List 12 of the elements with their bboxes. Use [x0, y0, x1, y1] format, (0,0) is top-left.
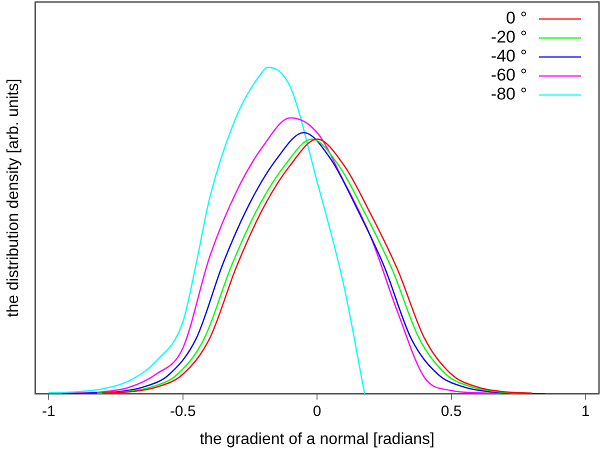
- legend-label: -20 °: [490, 28, 527, 47]
- x-tick-label: 0.5: [440, 402, 462, 420]
- x-tick-label: 0: [312, 402, 322, 420]
- legend-label: -40 °: [490, 46, 527, 66]
- legend-label: -80 °: [490, 84, 527, 104]
- legend-label: 0 °: [506, 8, 527, 28]
- y-axis-title: the distribution density [arb. units]: [5, 78, 22, 318]
- x-axis-title: the gradient of a normal [radians]: [200, 430, 435, 448]
- x-tick-label: -0.5: [170, 402, 196, 420]
- x-tick-label: -1: [42, 402, 56, 420]
- legend-label: -60 °: [490, 66, 527, 85]
- x-tick-label: 1: [581, 402, 590, 420]
